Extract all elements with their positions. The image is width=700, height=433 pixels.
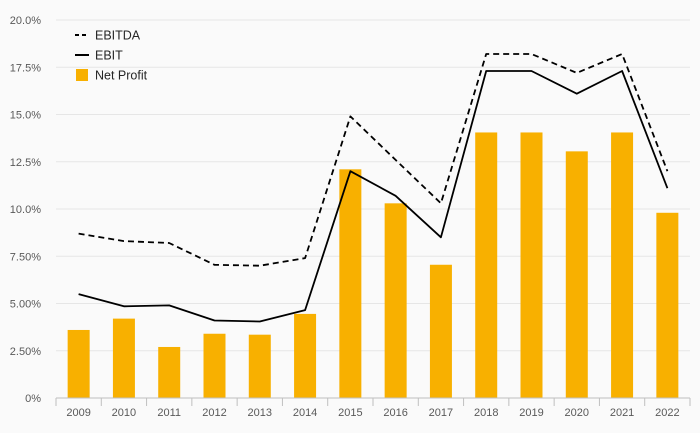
y-axis-ticks: 0% 2.50% 5.00% 7.50% 10.0% 12.5% 15.0% 17.5% 20.…	[10, 15, 41, 405]
y-tick-label: 17.5%	[10, 62, 41, 74]
x-tick-label: 2017	[429, 407, 453, 419]
x-tick-label: 2009	[66, 407, 90, 419]
legend-label: EBIT	[95, 49, 123, 63]
x-tick-label: 2020	[565, 407, 589, 419]
bar-net-profit-2012	[203, 333, 226, 398]
bar-net-profit-2013	[248, 334, 271, 398]
x-axis	[55, 397, 691, 406]
gridlines	[56, 19, 690, 352]
bar-net-profit-2022	[656, 212, 679, 398]
x-tick-label: 2015	[338, 407, 362, 419]
net-profit-bars	[67, 132, 679, 398]
legend: EBITDA EBIT Net Profit	[75, 29, 148, 83]
x-tick-label: 2012	[202, 407, 226, 419]
bar-net-profit-2017	[429, 264, 452, 398]
line-ebit	[78, 70, 669, 323]
x-tick-label: 2021	[610, 407, 634, 419]
y-tick-label: 2.50%	[10, 346, 41, 358]
x-axis-ticks: 2009 2010 2011 2012 2013 2014 2015 2016 2017 2018…	[66, 407, 679, 419]
y-tick-label: 20.0%	[10, 15, 41, 27]
y-tick-label: 0%	[25, 393, 41, 405]
legend-label: EBITDA	[95, 29, 141, 43]
x-tick-label: 2014	[293, 407, 317, 419]
bar-net-profit-2014	[294, 313, 317, 398]
x-tick-label: 2018	[474, 407, 498, 419]
bar-net-profit-2019	[520, 132, 543, 398]
bar-net-profit-2015	[339, 169, 362, 398]
line-ebitda	[78, 53, 669, 267]
y-tick-label: 10.0%	[10, 204, 41, 216]
legend-swatch-net-profit	[76, 69, 88, 81]
line-series	[78, 53, 669, 323]
x-tick-label: 2022	[655, 407, 679, 419]
bar-net-profit-2009	[67, 329, 90, 398]
bar-net-profit-2021	[611, 132, 634, 398]
y-tick-label: 12.5%	[10, 157, 41, 169]
x-tick-label: 2019	[519, 407, 543, 419]
bar-net-profit-2011	[158, 346, 181, 398]
x-tick-label: 2016	[383, 407, 407, 419]
bar-net-profit-2018	[475, 132, 498, 398]
y-tick-label: 15.0%	[10, 110, 41, 122]
bar-net-profit-2016	[384, 203, 407, 398]
y-tick-label: 7.50%	[10, 251, 41, 263]
x-tick-label: 2013	[248, 407, 272, 419]
x-tick-label: 2010	[112, 407, 136, 419]
bar-net-profit-2010	[112, 318, 135, 398]
y-tick-label: 5.00%	[10, 299, 41, 311]
x-tick-label: 2011	[157, 407, 181, 419]
bar-net-profit-2020	[565, 151, 588, 398]
legend-label: Net Profit	[95, 69, 148, 83]
